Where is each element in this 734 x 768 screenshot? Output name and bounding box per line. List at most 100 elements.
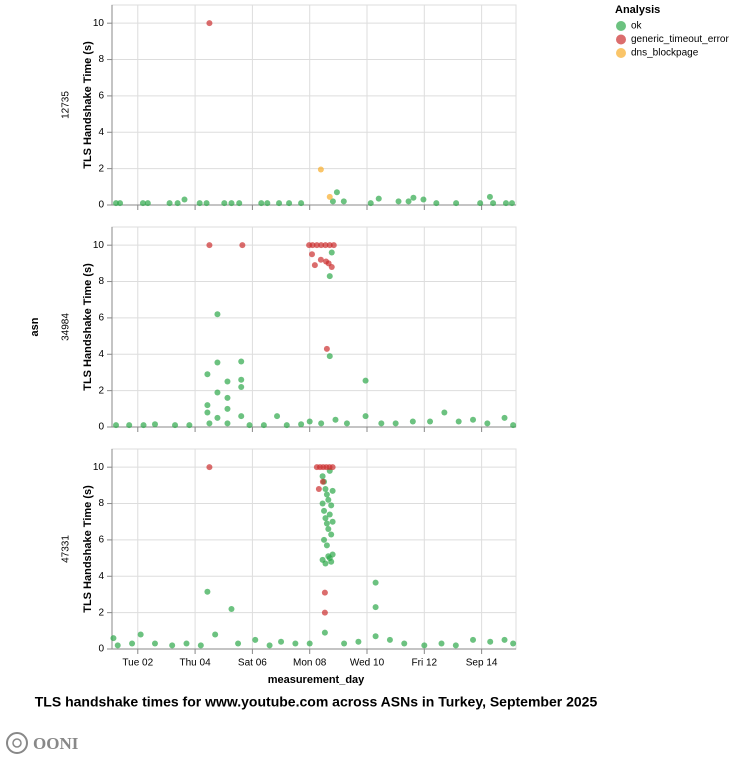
point	[110, 635, 117, 642]
point	[212, 631, 219, 638]
point	[246, 422, 253, 429]
y-tick-label: 8	[98, 276, 104, 287]
point	[139, 200, 146, 207]
point	[206, 464, 213, 471]
point	[323, 520, 330, 527]
y-tick-label: 8	[98, 498, 104, 509]
logo-text: OONI	[33, 734, 79, 753]
point	[325, 496, 332, 503]
point	[313, 242, 320, 249]
point	[501, 636, 508, 643]
point	[455, 418, 462, 425]
point	[203, 200, 210, 207]
point	[186, 422, 193, 429]
point	[266, 642, 273, 649]
point	[214, 389, 221, 396]
legend-marker	[616, 48, 626, 58]
point	[410, 194, 417, 201]
point	[326, 511, 333, 518]
point	[372, 579, 379, 586]
point	[501, 414, 508, 421]
y-tick-label: 10	[93, 240, 105, 251]
point	[197, 642, 204, 649]
point	[378, 420, 385, 427]
point	[140, 422, 147, 429]
point	[224, 420, 231, 427]
point	[372, 604, 379, 611]
point	[239, 242, 246, 249]
point	[238, 413, 245, 420]
point	[274, 413, 281, 420]
legend-label: ok	[631, 21, 643, 32]
point	[375, 195, 382, 202]
point	[490, 200, 497, 207]
point	[427, 418, 434, 425]
point	[343, 420, 350, 427]
legend-label: generic_timeout_error	[631, 34, 729, 45]
point	[214, 414, 221, 421]
y-tick-label: 6	[98, 313, 104, 324]
point	[329, 464, 336, 471]
point	[278, 638, 285, 645]
point	[362, 413, 369, 420]
point	[151, 640, 158, 647]
point	[441, 409, 448, 416]
point	[321, 629, 328, 636]
logo: OONI	[6, 732, 79, 754]
point	[206, 420, 213, 427]
panel-frame	[111, 4, 517, 206]
point	[319, 478, 326, 485]
point	[317, 256, 324, 263]
point	[321, 536, 328, 543]
point	[318, 242, 325, 249]
point	[144, 200, 151, 207]
point	[328, 558, 335, 565]
point	[362, 377, 369, 384]
legend-marker	[616, 34, 626, 45]
point	[328, 502, 335, 509]
y-tick-label: 2	[98, 385, 104, 396]
x-axis-title: measurement_day	[268, 674, 365, 686]
point	[166, 200, 173, 207]
y-tick-label: 6	[98, 535, 104, 546]
point	[258, 200, 265, 207]
y-tick-label: 4	[98, 127, 104, 138]
point	[395, 198, 402, 205]
point	[169, 642, 176, 649]
row-title: asn	[29, 317, 41, 336]
point	[283, 422, 290, 429]
point	[328, 249, 335, 256]
point	[328, 264, 335, 270]
point	[510, 422, 517, 429]
point	[401, 640, 408, 647]
y-tick-label: 10	[93, 462, 105, 473]
point	[260, 422, 267, 429]
point	[328, 531, 335, 538]
point	[470, 416, 477, 423]
point	[137, 631, 144, 638]
x-tick-label: Sat 06	[238, 658, 267, 669]
point	[332, 416, 339, 423]
y-tick-label: 2	[98, 607, 104, 618]
point	[502, 200, 509, 207]
point	[228, 200, 235, 207]
point	[204, 371, 211, 378]
y-tick-label: 8	[98, 54, 104, 65]
point	[319, 473, 326, 480]
point	[453, 200, 460, 207]
point	[329, 518, 336, 525]
point	[204, 409, 211, 416]
point	[367, 200, 374, 207]
x-tick-label: Sep 14	[466, 658, 498, 669]
point	[322, 242, 329, 249]
point	[214, 311, 221, 318]
point	[276, 200, 283, 207]
legend-marker	[616, 21, 626, 31]
y-tick-label: 0	[98, 644, 104, 655]
point	[183, 640, 190, 647]
point	[224, 394, 231, 401]
y-tick-label: 6	[98, 91, 104, 102]
point	[510, 640, 517, 647]
x-tick-label: Fri 12	[412, 658, 438, 669]
